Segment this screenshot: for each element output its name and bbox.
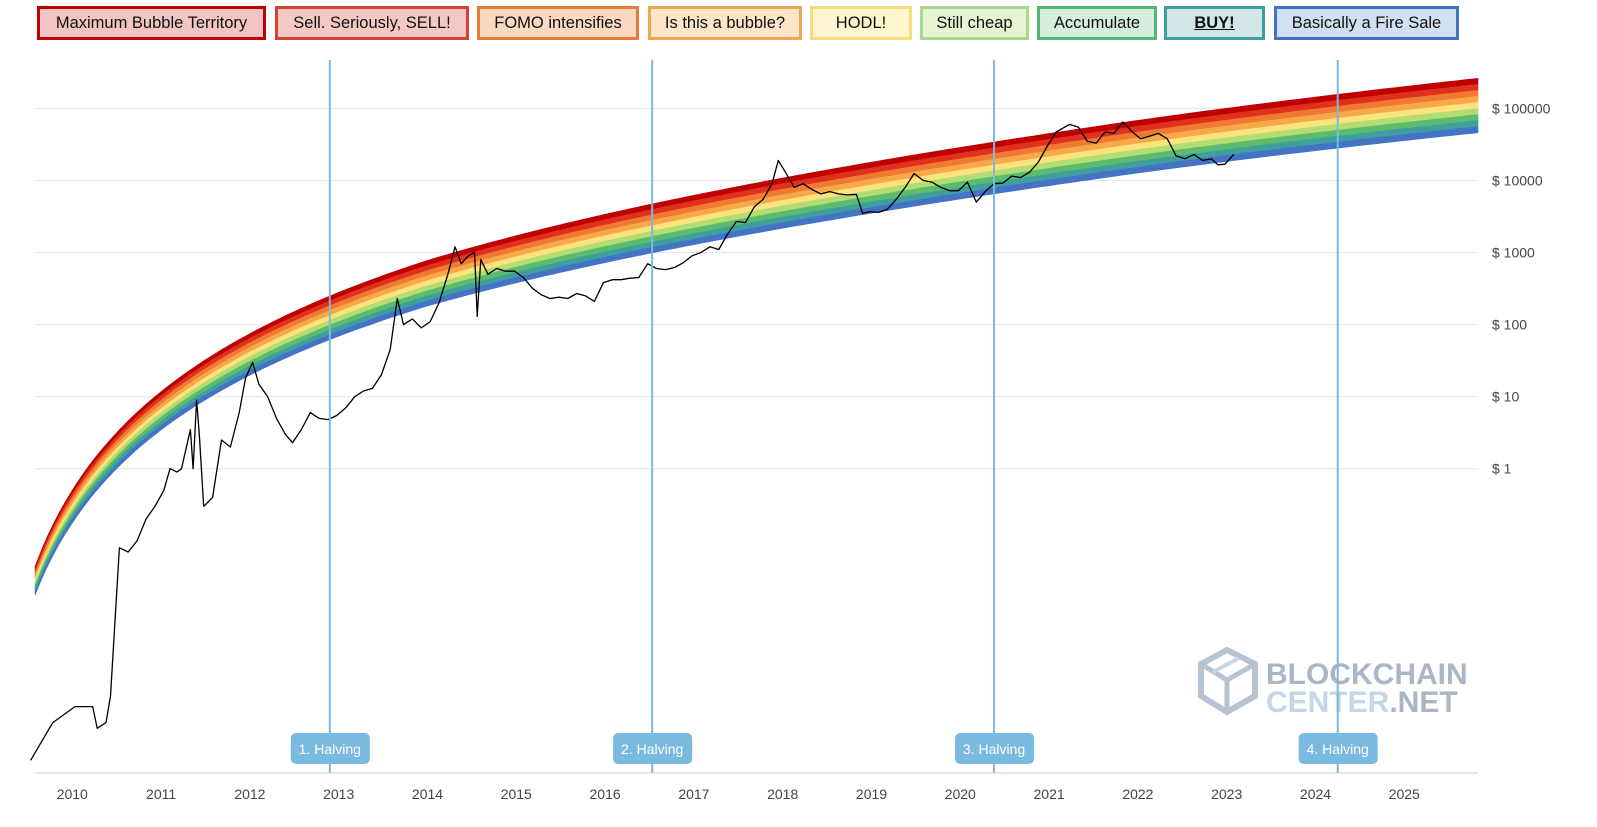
legend-item-still-cheap[interactable]: Still cheap <box>920 6 1029 40</box>
price-series <box>30 121 1235 761</box>
x-tick-label: 2019 <box>856 786 887 802</box>
halving-label: 1. Halving <box>299 741 361 757</box>
legend-item-fomo-intensifies[interactable]: FOMO intensifies <box>477 6 639 40</box>
y-axis-ticks: $ 100000 $ 10000 $ 1000 $ 100 $ 10 $ 1 <box>1492 100 1551 476</box>
y-tick-label: $ 10 <box>1492 389 1519 405</box>
legend-item-is-this-a-bubble[interactable]: Is this a bubble? <box>648 6 802 40</box>
band-8 <box>34 126 1479 596</box>
legend-item-sell-seriously-sell[interactable]: Sell. Seriously, SELL! <box>275 6 469 40</box>
halving-label: 3. Halving <box>963 741 1025 757</box>
blockchain-cube-logo <box>1198 646 1258 716</box>
x-tick-label: 2017 <box>678 786 709 802</box>
x-tick-label: 2016 <box>590 786 621 802</box>
halving-marker-2: 2. Halving <box>613 60 693 773</box>
x-tick-label: 2022 <box>1122 786 1153 802</box>
x-tick-label: 2012 <box>234 786 265 802</box>
x-tick-label: 2014 <box>412 786 443 802</box>
watermark-net: .NET <box>1389 686 1457 719</box>
gridlines <box>35 107 1478 470</box>
halving-badge <box>613 733 693 764</box>
y-tick-label: $ 1 <box>1492 461 1512 477</box>
x-tick-label: 2011 <box>146 786 176 802</box>
price-line <box>30 121 1235 761</box>
legend-item-basically-a-fire-sale[interactable]: Basically a Fire Sale <box>1274 6 1459 40</box>
watermark-text-bottom: CENTER.NET <box>1266 686 1458 719</box>
halving-badge <box>1298 733 1378 764</box>
x-tick-label: 2010 <box>57 786 88 802</box>
x-tick-label: 2023 <box>1211 786 1242 802</box>
x-tick-label: 2024 <box>1300 786 1331 802</box>
x-axis-ticks: 2010 2011 2012 2013 2014 2015 2016 2017 2018 2019… <box>35 772 1478 802</box>
halving-marker-1: 1. Halving <box>290 60 370 773</box>
halving-label: 4. Halving <box>1307 741 1369 757</box>
halving-marker-4: 4. Halving <box>1298 60 1378 773</box>
halving-marker-3: 3. Halving <box>955 60 1035 773</box>
legend-item-accumulate[interactable]: Accumulate <box>1037 6 1157 40</box>
rainbow-bands <box>34 77 1479 596</box>
x-tick-label: 2015 <box>501 786 532 802</box>
legend: Maximum Bubble Territory Sell. Seriously,… <box>0 0 1597 56</box>
band-1 <box>34 84 1479 574</box>
halvings: 1. Halving 2. Halving 3. Halving 4. Halving <box>290 60 1378 773</box>
halving-badge <box>290 733 370 764</box>
x-tick-label: 2020 <box>945 786 976 802</box>
y-tick-label: $ 10000 <box>1492 172 1543 188</box>
x-tick-label: 2025 <box>1389 786 1420 802</box>
legend-item-hodl[interactable]: HODL! <box>810 6 912 40</box>
y-tick-label: $ 100000 <box>1492 100 1551 116</box>
watermark-text-top: BLOCKCHAIN <box>1266 658 1468 691</box>
watermark-center: CENTER <box>1266 686 1390 719</box>
legend-item-maximum-bubble-territory[interactable]: Maximum Bubble Territory <box>37 6 266 40</box>
halving-label: 2. Halving <box>621 741 683 757</box>
y-tick-label: $ 100 <box>1492 317 1527 333</box>
x-tick-label: 2013 <box>323 786 354 802</box>
x-tick-label: 2018 <box>767 786 798 802</box>
x-tick-label: 2021 <box>1034 786 1065 802</box>
y-tick-label: $ 1000 <box>1492 245 1535 261</box>
legend-item-buy[interactable]: BUY! <box>1164 6 1265 40</box>
halving-badge <box>955 733 1035 764</box>
